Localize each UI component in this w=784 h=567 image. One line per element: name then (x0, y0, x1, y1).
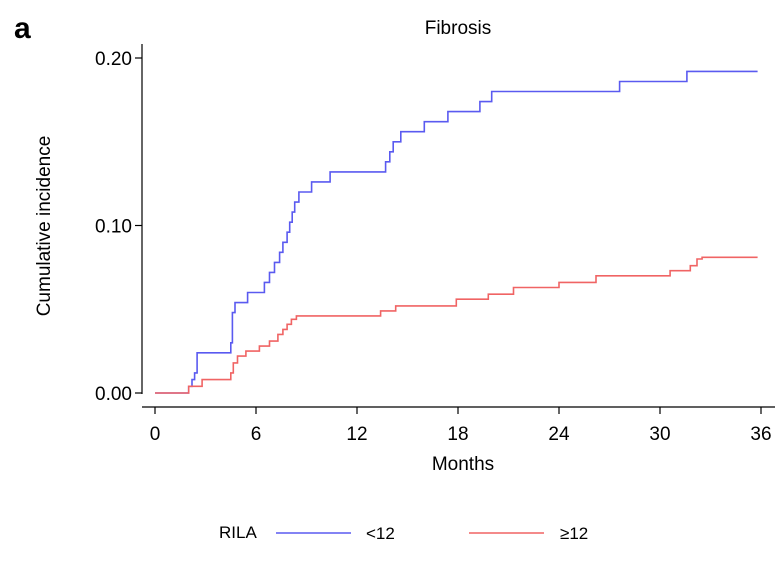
x-tick-label: 36 (750, 424, 771, 445)
y-tick-label: 0.10 (95, 217, 132, 238)
legend-label-2: ≥12 (560, 524, 588, 543)
series-line-2 (155, 256, 758, 394)
legend: RILA <12 ≥12 (219, 523, 588, 543)
y-ticks: 0.00 0.10 0.20 (95, 49, 142, 405)
axes: 0.00 0.10 0.20 0 6 12 18 24 30 36 (95, 44, 775, 445)
x-ticks: 0 6 12 18 24 30 36 (150, 407, 772, 445)
x-tick-label: 6 (251, 424, 262, 445)
series-line-1 (155, 70, 758, 394)
x-tick-label: 0 (150, 424, 161, 445)
x-tick-label: 18 (447, 424, 468, 445)
legend-title: RILA (219, 523, 257, 542)
x-tick-label: 24 (548, 424, 570, 445)
y-tick-label: 0.00 (95, 384, 132, 405)
legend-items: <12 ≥12 (276, 524, 588, 543)
x-tick-label: 30 (649, 424, 670, 445)
y-tick-label: 0.20 (95, 49, 132, 70)
chart-title: Fibrosis (425, 18, 492, 39)
legend-label-1: <12 (366, 524, 395, 543)
x-tick-label: 12 (346, 424, 367, 445)
y-axis-title: Cumulative incidence (34, 136, 55, 317)
panel-label: a (14, 12, 31, 45)
x-axis-title: Months (432, 454, 494, 475)
series-layer (155, 70, 758, 394)
